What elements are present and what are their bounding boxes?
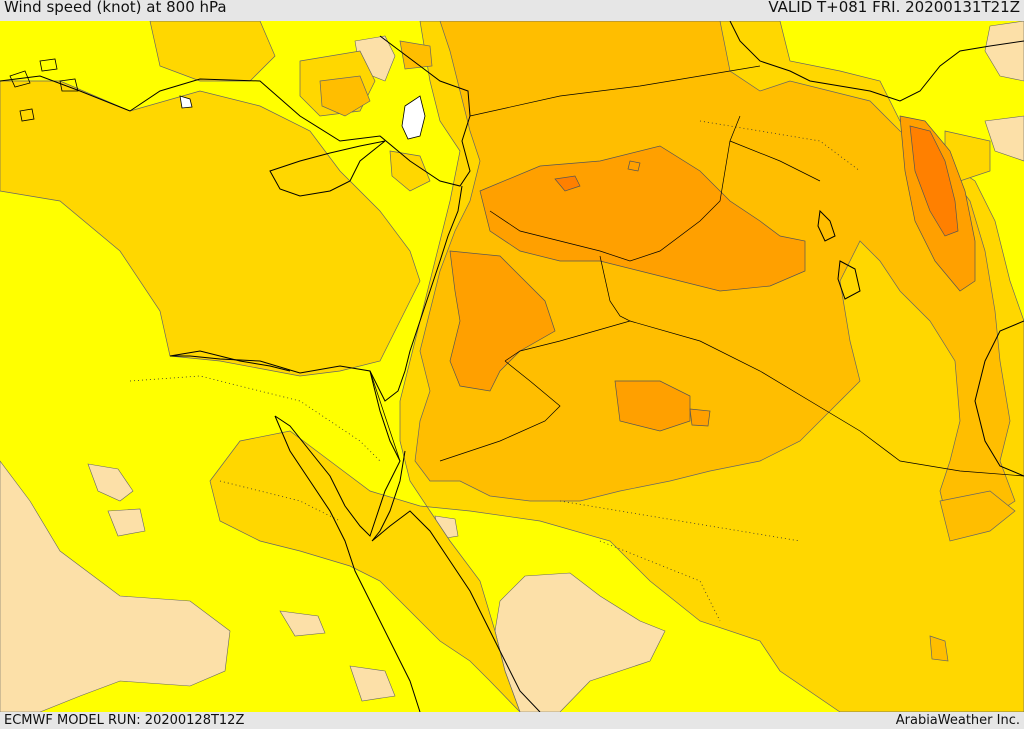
saudi-iraq-border [629, 320, 1024, 477]
weak-wind-patch-3 [279, 610, 326, 637]
levant-coast [170, 185, 463, 402]
strong-wind-saudi [614, 380, 691, 432]
strong-wind-patch-2 [689, 408, 711, 427]
map-title: Wind speed (knot) at 800 hPa [4, 0, 227, 16]
weak-wind-patch-4 [349, 665, 396, 702]
red-sea-east-coast [371, 450, 541, 712]
cyprus-coast [269, 140, 386, 197]
lake-tuz [401, 95, 426, 140]
model-run: ECMWF MODEL RUN: 20200128T12Z [4, 713, 245, 728]
egypt-israel-border [369, 370, 401, 462]
saudi-jordan-border [439, 360, 561, 462]
moderate-wind-patch [389, 150, 431, 192]
weak-wind-northeast-2 [984, 115, 1024, 162]
fresh-wind-gulf [939, 490, 1016, 542]
credit: ArabiaWeather Inc. [895, 713, 1020, 728]
weak-wind-areas [0, 21, 1024, 712]
fresh-wind-anatolia [319, 75, 371, 117]
persian-gulf-coast [974, 320, 1024, 477]
weak-wind-patch-2 [107, 508, 146, 537]
very-strong-wind-zagros [909, 125, 959, 237]
red-sea-west-coast [274, 415, 421, 712]
fresh-wind-patch-2 [929, 635, 949, 662]
header-bar: Wind speed (knot) at 800 hPa VALID T+081… [0, 0, 1024, 21]
footer-bar: ECMWF MODEL RUN: 20200128T12Z ArabiaWeat… [0, 712, 1024, 729]
turkey-syria-border [469, 65, 761, 117]
water-bodies [179, 95, 426, 140]
syria-iraq-border [489, 115, 741, 262]
strong-wind-jordan [449, 250, 556, 392]
valid-time: VALID T+081 FRI. 20200131T21Z [768, 0, 1020, 16]
dotted-contours [129, 120, 861, 622]
turkey-coast [0, 35, 471, 187]
lake-patch [179, 95, 193, 109]
weak-wind-patch-1 [87, 463, 134, 502]
wind-speed-map [0, 21, 1024, 712]
borders [369, 65, 1024, 477]
moderate-wind-eastern-mediterranean [0, 80, 421, 377]
weak-wind-west [0, 460, 231, 712]
coastlines [0, 21, 1024, 712]
sinai-coast [274, 370, 401, 537]
very-strong-wind-areas [554, 125, 959, 237]
aegean-islands [9, 58, 79, 122]
fresh-wind-patch [399, 40, 433, 70]
strong-wind-patch [627, 160, 641, 172]
very-strong-wind-patch [554, 175, 581, 192]
